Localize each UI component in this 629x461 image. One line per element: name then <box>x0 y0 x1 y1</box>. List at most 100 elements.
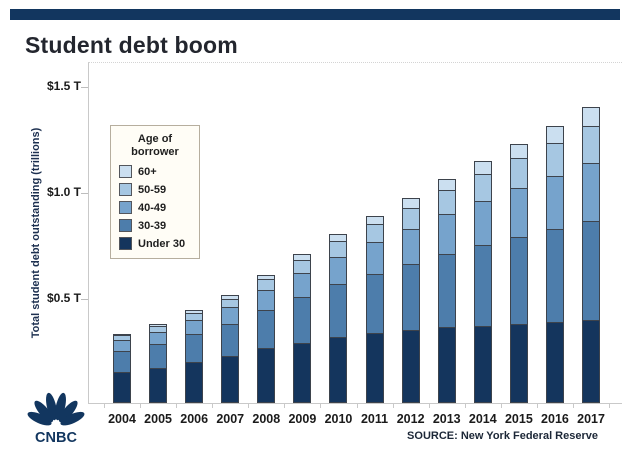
bar-2014 <box>473 161 492 403</box>
bar-segment-50-59 <box>293 259 312 274</box>
legend-swatch-icon <box>119 165 132 178</box>
bar-segment-50-59 <box>473 174 492 203</box>
bar-segment-30-39 <box>401 264 420 331</box>
bar-2016 <box>545 126 564 403</box>
bar-segment-30-39 <box>365 273 384 335</box>
bar-segment-40-49 <box>473 201 492 247</box>
bar-2005 <box>149 323 168 403</box>
legend-swatch-icon <box>119 237 132 250</box>
bar-segment-30-39 <box>221 324 240 357</box>
x-axis-label-2013: 2013 <box>432 412 461 426</box>
y-tick-label: $1.5 T <box>46 79 81 93</box>
x-tick-mark <box>176 404 178 408</box>
x-axis-label-2010: 2010 <box>324 412 353 426</box>
y-tick-mark <box>81 87 88 88</box>
x-tick-mark <box>392 404 394 408</box>
y-axis-title: Total student debt outstanding (trillion… <box>30 127 42 339</box>
bar-segment-30-39 <box>185 334 204 364</box>
bar-segment-50-59 <box>365 224 384 244</box>
x-axis-label-2015: 2015 <box>504 412 533 426</box>
legend-item: 30-39 <box>119 219 191 232</box>
bar-2013 <box>437 178 456 403</box>
bar-segment-40-49 <box>221 307 240 326</box>
bar-segment-50-59 <box>329 241 348 258</box>
bar-segment-50-59 <box>509 158 528 190</box>
legend-item: 60+ <box>119 165 191 178</box>
bar-segment-60+ <box>545 126 564 144</box>
bar-2007 <box>221 295 240 403</box>
bar-segment-under-30 <box>401 329 420 403</box>
y-tick-label: $1.0 T <box>46 185 81 199</box>
legend-item: 40-49 <box>119 201 191 214</box>
legend-swatch-icon <box>119 183 132 196</box>
bar-2017 <box>582 107 601 403</box>
x-tick-mark <box>500 404 502 408</box>
x-tick-mark <box>609 404 611 408</box>
bar-segment-40-49 <box>545 176 564 231</box>
bar-segment-40-49 <box>509 188 528 238</box>
bar-segment-40-49 <box>293 272 312 298</box>
plot-area: $0.5 T $1.0 T $1.5 T 2004 2005 2006 2007 2008 20… <box>47 62 622 426</box>
x-tick-mark <box>464 404 466 408</box>
bar-segment-30-39 <box>545 229 564 324</box>
bar-segment-40-49 <box>582 162 601 222</box>
x-axis-label-2008: 2008 <box>252 412 281 426</box>
x-tick-mark <box>536 404 538 408</box>
x-axis-label-2017: 2017 <box>577 412 605 426</box>
x-tick-mark <box>284 404 286 408</box>
legend-swatch-icon <box>119 201 132 214</box>
bar-segment-30-39 <box>473 245 492 327</box>
legend-title: Age of borrower <box>131 133 179 158</box>
bar-segment-50-59 <box>545 142 564 178</box>
bar-2011 <box>365 216 384 403</box>
x-axis-label-2014: 2014 <box>468 412 497 426</box>
bar-segment-under-30 <box>582 320 601 403</box>
bar-segment-40-49 <box>437 213 456 255</box>
bar-segment-60+ <box>582 107 601 127</box>
x-axis-label-2006: 2006 <box>180 412 209 426</box>
bar-segment-under-30 <box>185 362 204 403</box>
bar-2015 <box>509 143 528 403</box>
bar-segment-under-30 <box>113 372 131 403</box>
legend-item: Under 30 <box>119 237 191 250</box>
bar-segment-40-49 <box>365 242 384 275</box>
bar-segment-40-49 <box>329 256 348 286</box>
x-axis-label-2012: 2012 <box>396 412 425 426</box>
legend-item: 50-59 <box>119 183 191 196</box>
bar-segment-under-30 <box>329 337 348 403</box>
x-axis-label-2005: 2005 <box>144 412 172 426</box>
bar-segment-under-30 <box>293 342 312 403</box>
bar-segment-30-39 <box>509 236 528 325</box>
bar-segment-60+ <box>509 143 528 160</box>
bar-2008 <box>257 274 276 403</box>
bar-segment-40-49 <box>257 289 276 311</box>
bar-segment-under-30 <box>473 325 492 403</box>
cnbc-peacock-icon: CNBC <box>27 392 85 446</box>
legend-item-label: 50-59 <box>138 183 167 196</box>
bar-segment-under-30 <box>257 347 276 403</box>
bar-segment-under-30 <box>437 326 456 403</box>
bar-segment-40-49 <box>185 320 204 336</box>
x-axis-label-2016: 2016 <box>541 412 569 426</box>
legend: Age of borrower 60+ 50-59 40-49 30-39 Under … <box>110 125 200 259</box>
legend-item-label: Under 30 <box>138 237 186 250</box>
legend-swatch-icon <box>119 219 132 232</box>
bar-segment-30-39 <box>293 296 312 344</box>
bar-2012 <box>401 198 420 403</box>
x-tick-mark <box>573 404 574 408</box>
bar-segment-30-39 <box>437 253 456 328</box>
bar-segment-under-30 <box>545 322 564 403</box>
x-axis-label-2007: 2007 <box>216 412 245 426</box>
bar-segment-50-59 <box>582 125 601 164</box>
bar-segment-60+ <box>473 161 492 176</box>
x-tick-mark <box>212 404 214 408</box>
bar-2009 <box>293 253 312 403</box>
x-axis-label-2004: 2004 <box>108 412 136 426</box>
cnbc-logo: CNBC <box>24 390 88 451</box>
bar-segment-30-39 <box>257 309 276 349</box>
bar-2010 <box>329 234 348 403</box>
x-tick-mark <box>103 404 105 408</box>
bar-segment-under-30 <box>509 323 528 403</box>
source-attribution: SOURCE: New York Federal Reserve <box>407 430 598 442</box>
